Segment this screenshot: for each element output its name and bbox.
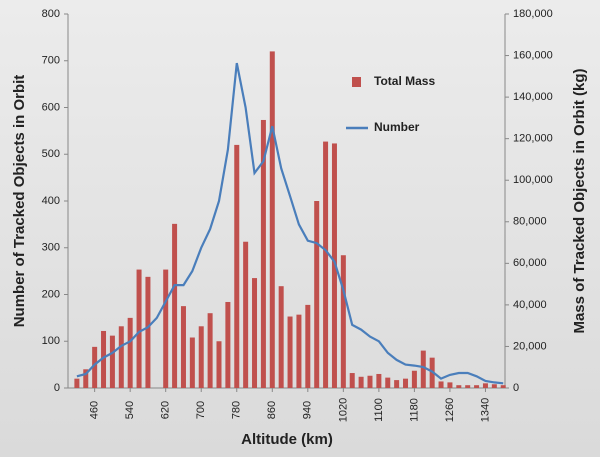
bar: [278, 286, 284, 388]
bar: [118, 326, 124, 388]
y-tick-label: 800: [42, 8, 60, 20]
x-axis-title: Altitude (km): [241, 431, 333, 448]
bar: [474, 385, 480, 388]
bar: [109, 335, 115, 388]
y2-tick-label: 0: [513, 382, 519, 394]
bar: [234, 144, 240, 388]
legend-label: Number: [374, 120, 420, 134]
y2-tick-label: 60,000: [513, 257, 547, 269]
bar: [287, 316, 293, 388]
x-tick-label: 460: [89, 401, 101, 419]
y-tick-label: 500: [42, 148, 60, 160]
bar: [92, 346, 98, 388]
x-tick-label: 620: [160, 401, 172, 419]
y2-tick-label: 80,000: [513, 216, 547, 228]
bar: [207, 313, 213, 388]
bar: [385, 377, 391, 388]
bar: [101, 330, 107, 388]
bar: [411, 370, 417, 388]
bar: [296, 314, 302, 388]
bar: [482, 383, 488, 388]
y-tick-label: 0: [54, 382, 60, 394]
bar: [376, 373, 382, 388]
bar: [323, 141, 329, 388]
y-tick-label: 600: [42, 101, 60, 113]
plot-area: [68, 14, 505, 388]
bar: [331, 143, 337, 388]
legend-label: Total Mass: [374, 74, 435, 88]
bar: [394, 380, 400, 388]
bar: [83, 369, 89, 388]
bar: [180, 306, 186, 388]
x-tick-label: 860: [266, 401, 278, 419]
bar: [305, 304, 311, 388]
bar: [491, 384, 497, 388]
bar: [225, 301, 231, 388]
bar: [252, 278, 258, 388]
bar: [243, 241, 249, 388]
bar: [145, 276, 151, 388]
bar: [74, 378, 80, 388]
y-tick-label: 400: [42, 195, 60, 207]
x-tick-label: 1180: [408, 398, 420, 422]
bar: [438, 381, 444, 388]
y2-tick-label: 160,000: [513, 49, 553, 61]
bar: [136, 269, 142, 388]
x-tick-label: 940: [302, 401, 314, 419]
y2-tick-label: 120,000: [513, 133, 553, 145]
bar: [500, 385, 506, 388]
y2-tick-label: 40,000: [513, 299, 547, 311]
bar: [403, 378, 409, 388]
bar: [358, 376, 364, 388]
y-tick-label: 100: [42, 335, 60, 347]
y-tick-label: 200: [42, 288, 60, 300]
x-tick-label: 1260: [444, 398, 456, 422]
bar: [420, 350, 426, 388]
bar: [456, 385, 462, 388]
bar: [465, 385, 471, 388]
y2-tick-label: 180,000: [513, 8, 553, 20]
y-tick-label: 300: [42, 242, 60, 254]
y-axis-title: Number of Tracked Objects in Orbit: [11, 75, 28, 328]
x-tick-label: 540: [124, 401, 136, 419]
x-tick-label: 780: [231, 401, 243, 419]
x-tick-label: 700: [195, 401, 207, 419]
x-tick-label: 1340: [479, 398, 491, 422]
bar: [216, 341, 222, 388]
y2-tick-label: 140,000: [513, 91, 553, 103]
x-tick-label: 1100: [373, 398, 385, 422]
bar: [349, 373, 355, 388]
bar: [260, 119, 266, 388]
bar: [127, 317, 133, 388]
y2-tick-label: 20,000: [513, 340, 547, 352]
bar: [447, 382, 453, 388]
y2-tick-label: 100,000: [513, 174, 553, 186]
bar: [269, 51, 275, 389]
x-tick-label: 1020: [337, 398, 349, 422]
bar: [367, 375, 373, 388]
bar: [189, 337, 195, 388]
line: [76, 62, 504, 385]
legend-swatch: [352, 77, 361, 87]
y2-axis-title: Mass of Tracked Objects in Orbit (kg): [571, 68, 588, 333]
bar: [314, 201, 320, 388]
y-tick-label: 700: [42, 55, 60, 67]
bar: [163, 269, 169, 388]
bar: [172, 223, 178, 388]
bar: [198, 326, 204, 388]
bar: [340, 255, 346, 388]
